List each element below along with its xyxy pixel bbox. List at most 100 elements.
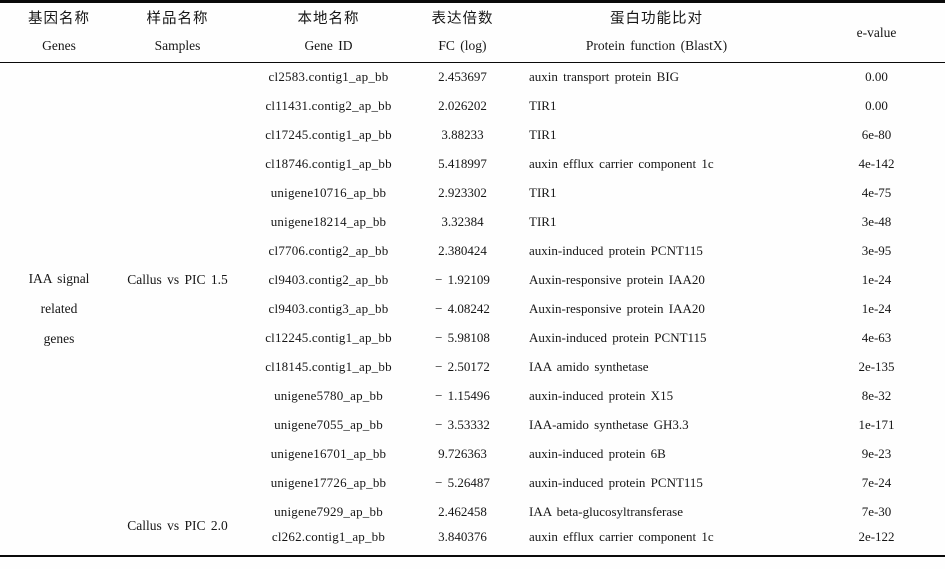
fc-cell: 3.88233 [441,127,484,142]
fc-cell: − 1.15496 [435,388,490,403]
fc-cell: 2.453697 [438,69,487,85]
protein-cell: auxin-induced protein PCNT115 [529,475,703,490]
table-row: cl11431.contig2_ap_bb 2.026202 TIR1 0.00 [0,92,945,121]
table-header: 基因名称 Genes 样品名称 Samples 本地名称 Gene ID 表达倍… [0,1,945,63]
evalue-cell: 0.00 [865,69,888,85]
protein-cell: IAA amido synthetase [529,359,649,374]
gene-id-cell: cl9403.contig3_ap_bb [268,301,389,316]
protein-cell: Auxin-induced protein PCNT115 [529,330,707,345]
fc-cell: 2.026202 [438,98,487,113]
col-header-samples-en: Samples [154,38,201,53]
col-header-protein-en: Protein function (BlastX) [585,38,728,53]
evalue-cell: 1e-24 [861,301,892,316]
table-row: cl262.contig1_ap_bb 3.840376 auxin efflux … [0,527,945,556]
col-header-evalue-label: e-value [856,24,897,40]
fc-cell: − 2.50172 [435,359,490,374]
gene-id-cell: cl18145.contig1_ap_bb [265,359,392,374]
protein-cell: TIR1 [529,214,557,229]
table-row: cl17245.contig1_ap_bb 3.88233 TIR1 6e-80 [0,121,945,150]
evalue-cell: 4e-142 [858,156,895,171]
protein-cell: Auxin-responsive protein IAA20 [529,272,705,287]
col-header-fc-zh: 表达倍数 [431,11,494,27]
gene-id-cell: cl11431.contig2_ap_bb [265,98,392,113]
gene-group-cell: IAA signal related genes [0,63,118,556]
col-header-fc-en: FC (log) [438,38,487,53]
fc-cell: 2.462458 [438,504,487,519]
protein-cell: IAA beta-glucosyltransferase [529,504,683,519]
fc-cell: 2.380424 [438,243,487,258]
table-body: IAA signal related genes Callus vs PIC 1.5 c… [0,63,945,556]
evalue-cell: 1e-171 [858,417,895,432]
fc-cell: 3.840376 [438,529,487,544]
gene-group-line: genes [43,330,75,346]
protein-cell: Auxin-responsive protein IAA20 [529,301,705,316]
gene-id-cell: cl2583.contig1_ap_bb [268,69,389,85]
col-header-protein-zh: 蛋白功能比对 [610,11,703,27]
fc-cell: − 5.98108 [435,330,490,345]
fc-cell: − 3.53332 [435,417,490,432]
gene-group-line: IAA signal [28,270,90,286]
table-row: unigene18214_ap_bb 3.32384 TIR1 3e-48 [0,208,945,237]
protein-cell: auxin efflux carrier component 1c [529,529,714,544]
protein-cell: auxin-induced protein X15 [529,388,674,403]
table-row: unigene5780_ap_bb − 1.15496 auxin-induced … [0,382,945,411]
gene-id-cell: unigene16701_ap_bb [270,446,387,461]
col-header-gene-id-zh: 本地名称 [297,11,360,27]
evalue-cell: 4e-75 [861,185,892,200]
evalue-cell: 7e-24 [861,475,892,490]
sample-group-cell: Callus vs PIC 1.5 [127,272,228,288]
gene-id-cell: unigene7055_ap_bb [274,417,383,432]
table-row: IAA signal related genes Callus vs PIC 1.5 c… [0,63,945,346]
gene-id-cell: cl18746.contig1_ap_bb [265,156,392,171]
table-row: cl9403.contig3_ap_bb − 4.08242 Auxin-respo… [0,295,945,324]
table-row: unigene17726_ap_bb − 5.26487 auxin-induced… [0,469,945,498]
evalue-cell: 0.00 [865,98,888,113]
evalue-cell: 2e-122 [858,529,895,544]
col-header-genes-en: Genes [42,38,76,53]
col-header-samples-zh: 样品名称 [146,11,209,27]
protein-cell: auxin efflux carrier component 1c [529,156,714,171]
table-row: unigene7055_ap_bb − 3.53332 IAA-amido synt… [0,411,945,440]
fc-cell: − 1.92109 [435,272,490,287]
protein-cell: TIR1 [529,98,557,113]
gene-id-cell: cl17245.contig1_ap_bb [265,127,392,142]
table-row: cl12245.contig1_ap_bb − 5.98108 Auxin-indu… [0,324,945,353]
evalue-cell: 6e-80 [861,127,892,142]
evalue-cell: 8e-32 [861,388,892,403]
table-row: unigene16701_ap_bb 9.726363 auxin-induced … [0,440,945,469]
gene-id-cell: cl9403.contig2_ap_bb [268,272,389,287]
gene-id-cell: unigene10716_ap_bb [270,185,387,200]
col-header-evalue: e-value [808,1,945,63]
gene-id-cell: unigene5780_ap_bb [274,388,383,403]
table-row: cl18145.contig1_ap_bb − 2.50172 IAA amido … [0,353,945,382]
sample-group-cell: Callus vs PIC 2.0 [127,518,228,533]
table-row: unigene10716_ap_bb 2.923302 TIR1 4e-75 [0,179,945,208]
col-header-samples: 样品名称 Samples [118,1,237,63]
gene-expression-table: 基因名称 Genes 样品名称 Samples 本地名称 Gene ID 表达倍… [0,0,945,557]
fc-cell: 9.726363 [438,446,487,461]
gene-group-line: related [40,300,78,316]
fc-cell: 5.418997 [438,156,487,171]
gene-id-cell: unigene17726_ap_bb [270,475,387,490]
protein-cell: TIR1 [529,127,557,142]
protein-cell: auxin-induced protein PCNT115 [529,243,703,258]
protein-cell: IAA-amido synthetase GH3.3 [529,417,689,432]
evalue-cell: 7e-30 [861,504,892,519]
gene-id-cell: cl262.contig1_ap_bb [271,529,386,544]
evalue-cell: 3e-48 [861,214,892,229]
header-row: 基因名称 Genes 样品名称 Samples 本地名称 Gene ID 表达倍… [0,1,945,63]
fc-cell: 2.923302 [438,185,487,200]
gene-id-cell: unigene18214_ap_bb [270,214,387,229]
gene-id-cell: cl12245.contig1_ap_bb [265,330,392,345]
table-row: Callus vs PIC 2.0 unigene7929_ap_bb 2.4624… [0,498,945,533]
col-header-fc: 表达倍数 FC (log) [420,1,505,63]
evalue-cell: 3e-95 [861,243,892,258]
fc-cell: − 5.26487 [435,475,490,490]
gene-id-cell: cl7706.contig2_ap_bb [268,243,389,258]
protein-cell: auxin transport protein BIG [529,69,680,85]
protein-cell: TIR1 [529,185,557,200]
col-header-genes-zh: 基因名称 [28,11,90,27]
fc-cell: 3.32384 [441,214,484,229]
table-row: cl18746.contig1_ap_bb 5.418997 auxin efflu… [0,150,945,179]
col-header-genes: 基因名称 Genes [0,1,118,63]
